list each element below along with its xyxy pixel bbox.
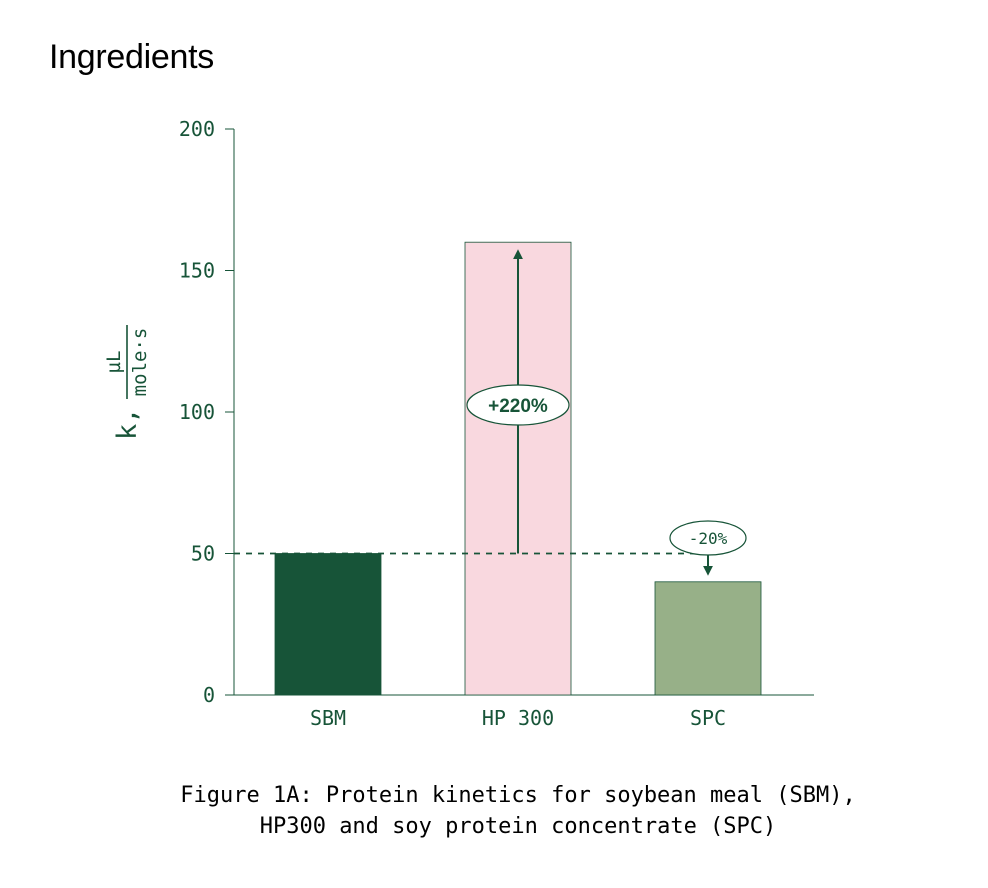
- y-tick-label: 0: [203, 683, 215, 707]
- x-axis: SBM HP 300 SPC: [234, 694, 814, 730]
- figure-caption: Figure 1A: Protein kinetics for soybean …: [0, 780, 988, 842]
- y-axis-label: k, µL mole·s: [103, 325, 151, 440]
- y-tick-label: 150: [179, 259, 215, 283]
- increase-badge: [466, 384, 570, 426]
- y-tick-label: 100: [179, 400, 215, 424]
- annotations: +220% -20%: [466, 249, 747, 576]
- y-label-numerator: µL: [103, 351, 125, 374]
- bar-sbm: [274, 553, 382, 696]
- bar-spc: [654, 581, 762, 696]
- decrease-badge-label: -20%: [689, 529, 728, 548]
- y-label-symbol: k,: [112, 407, 143, 440]
- y-axis: 0 50 100 150 200: [179, 117, 235, 707]
- caption-line-2: HP300 and soy protein concentrate (SPC): [259, 814, 777, 839]
- y-label-denominator: mole·s: [129, 328, 151, 397]
- y-tick-label: 200: [179, 117, 215, 141]
- x-tick-label: SBM: [310, 706, 346, 730]
- caption-line-1: Figure 1A: Protein kinetics for soybean …: [180, 783, 856, 808]
- y-tick-label: 50: [191, 542, 215, 566]
- x-tick-label: SPC: [690, 706, 726, 730]
- increase-badge-label: +220%: [488, 396, 548, 417]
- page-title: Ingredients: [49, 38, 214, 76]
- x-tick-label: HP 300: [482, 706, 554, 730]
- decrease-badge: [669, 520, 747, 556]
